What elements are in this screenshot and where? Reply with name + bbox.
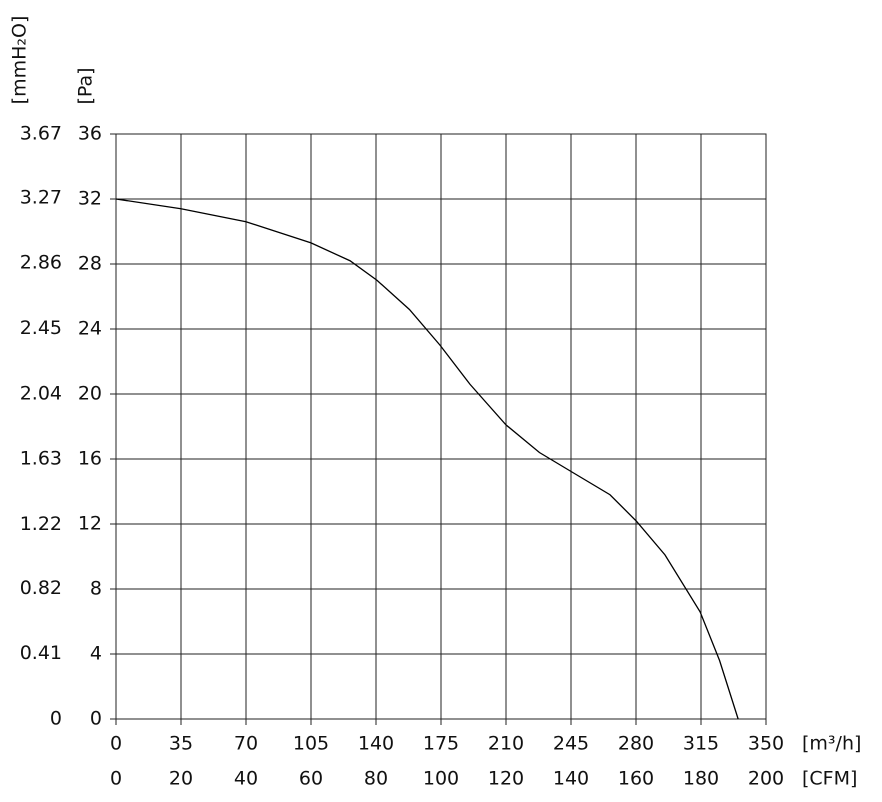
y2-tick-label: 2.45 [20, 317, 62, 339]
y2-tick-label: 0.82 [20, 577, 62, 599]
x2-tick-label: 0 [110, 768, 122, 790]
x2-tick-label: 20 [169, 768, 193, 790]
x2-tick-label: 160 [618, 768, 654, 790]
y-tick-label: 12 [78, 513, 102, 535]
x-tick-label: 35 [169, 733, 193, 755]
y-tick-label: 16 [78, 448, 102, 470]
x2-tick-label: 40 [234, 768, 258, 790]
y-tick-label: 0 [90, 708, 102, 730]
x2-tick-label: 100 [423, 768, 459, 790]
x2-axis-label: [CFM] [802, 768, 857, 790]
x2-tick-label: 200 [748, 768, 784, 790]
y-tick-label: 8 [90, 578, 102, 600]
x-tick-label: 245 [553, 733, 589, 755]
y-tick-label: 32 [78, 188, 102, 210]
y2-tick-label: 1.63 [20, 448, 62, 470]
x-tick-label: 315 [683, 733, 719, 755]
y-tick-label: 24 [78, 318, 102, 340]
y2-tick-label: 2.86 [20, 252, 62, 274]
x2-tick-label: 80 [364, 768, 388, 790]
y2-tick-label: 0.41 [20, 642, 62, 664]
x2-tick-label: 140 [553, 768, 589, 790]
x2-tick-label: 60 [299, 768, 323, 790]
y-tick-label: 20 [78, 383, 102, 405]
x-tick-label: 105 [293, 733, 329, 755]
y-tick-label: 36 [78, 123, 102, 145]
x-tick-label: 140 [358, 733, 394, 755]
x-tick-label: 280 [618, 733, 654, 755]
y2-tick-label: 0 [50, 708, 62, 730]
x-axis-label: [m³/h] [802, 733, 861, 755]
y-axis-label: [Pa] [75, 67, 97, 104]
curve [115, 198, 739, 720]
y2-tick-label: 1.22 [20, 513, 62, 535]
x-tick-label: 175 [423, 733, 459, 755]
y2-tick-label: 3.67 [20, 123, 62, 145]
y-tick-label: 28 [78, 253, 102, 275]
y2-tick-label: 3.27 [20, 186, 62, 208]
x-tick-label: 70 [234, 733, 258, 755]
x-tick-label: 350 [748, 733, 784, 755]
y2-axis-label: [mmH₂O] [9, 16, 31, 105]
y2-tick-label: 2.04 [20, 382, 62, 404]
x-tick-label: 210 [488, 733, 524, 755]
x2-tick-label: 180 [683, 768, 719, 790]
y-tick-label: 4 [90, 643, 102, 665]
x-tick-label: 0 [110, 733, 122, 755]
x2-tick-label: 120 [488, 768, 524, 790]
